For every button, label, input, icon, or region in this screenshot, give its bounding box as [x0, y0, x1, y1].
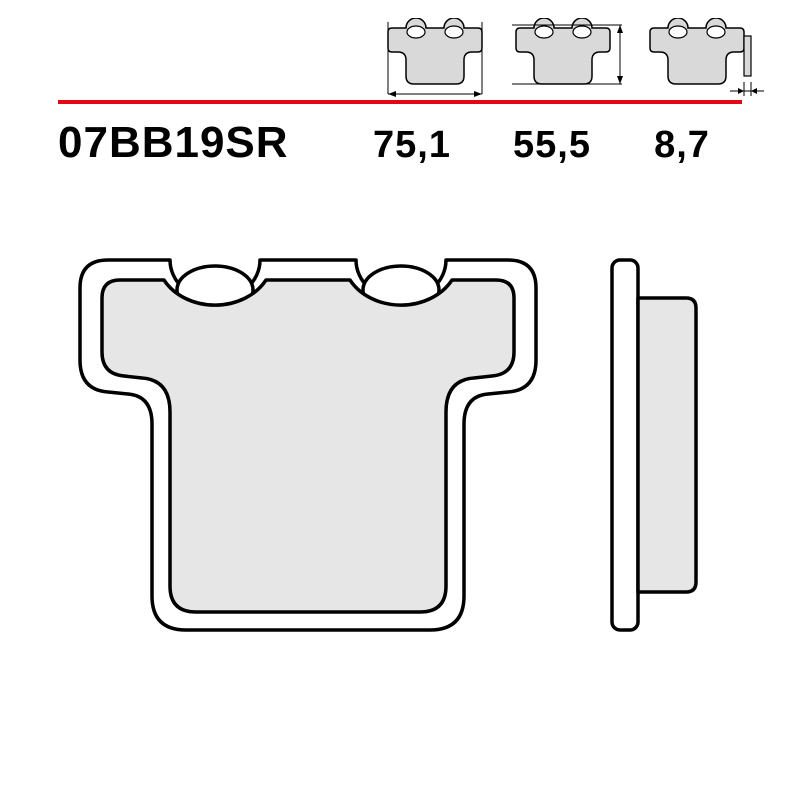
header-dimension-icons — [370, 18, 770, 100]
side-view — [612, 260, 696, 630]
main-drawing — [60, 240, 760, 720]
part-number: 07BB19SR — [58, 118, 289, 168]
spec-row: 07BB19SR 75,1 55,5 8,7 — [58, 118, 742, 168]
dim-height: 55,5 — [482, 124, 622, 167]
height-icon — [512, 18, 623, 84]
thickness-icon — [650, 18, 764, 96]
width-icon — [388, 18, 482, 97]
page-root: 07BB19SR 75,1 55,5 8,7 — [0, 0, 800, 800]
red-divider — [58, 100, 742, 104]
header-icons-svg — [370, 18, 770, 100]
front-view — [80, 260, 536, 630]
dim-thickness: 8,7 — [622, 124, 742, 167]
main-drawing-svg — [60, 240, 760, 720]
dim-width: 75,1 — [342, 124, 482, 167]
